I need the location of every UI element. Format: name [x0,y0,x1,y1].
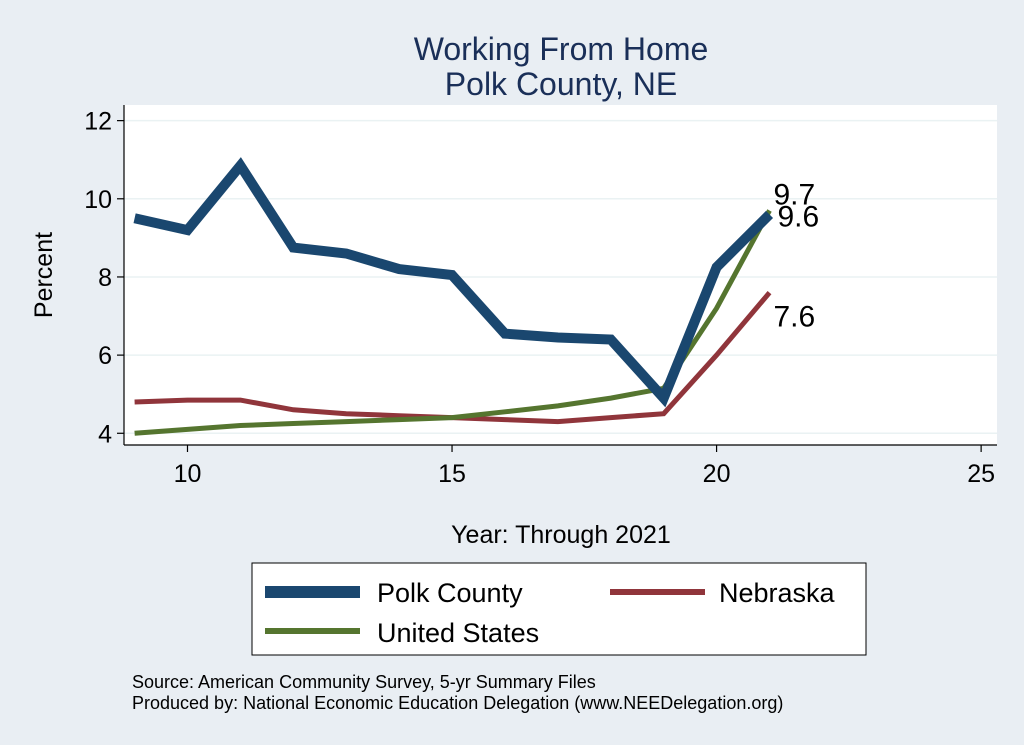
legend-box [251,562,867,656]
end-label-nebraska: 7.6 [773,301,815,334]
end-labels: 9.6 7.6 9.7 [773,179,819,334]
series-lines [133,157,774,436]
chart-title-line-2: Polk County, NE [445,66,677,102]
x-tick-label: 15 [438,460,466,488]
y-tick-label: 4 [98,420,112,448]
y-tick-label: 12 [84,108,112,136]
x-tick-label: 25 [967,460,995,488]
y-tick-label: 10 [84,186,112,214]
chart-title-line-1: Working From Home [414,31,709,67]
producer-note: Produced by: National Economic Education… [132,693,783,713]
y-axis-label: Percent [30,232,58,318]
y-tick-label: 8 [98,264,112,292]
axes: 4 6 8 10 12 10 15 20 25 [84,105,997,488]
y-tick-label: 6 [98,342,112,370]
gridlines [124,119,997,435]
end-label-united-states: 9.7 [773,179,815,212]
legend: Polk County Nebraska United States [251,562,867,656]
legend-label-united-states: United States [377,618,539,648]
end-label-polk-county: 9.6 [777,200,819,233]
series-line-polk-county [133,157,774,408]
legend-label-polk-county: Polk County [377,578,523,608]
plot-area [124,105,997,445]
x-tick-label: 10 [174,460,202,488]
source-note: Source: American Community Survey, 5-yr … [132,672,596,692]
legend-label-nebraska: Nebraska [719,578,836,608]
x-tick-label: 20 [703,460,731,488]
x-axis-label: Year: Through 2021 [451,521,671,549]
